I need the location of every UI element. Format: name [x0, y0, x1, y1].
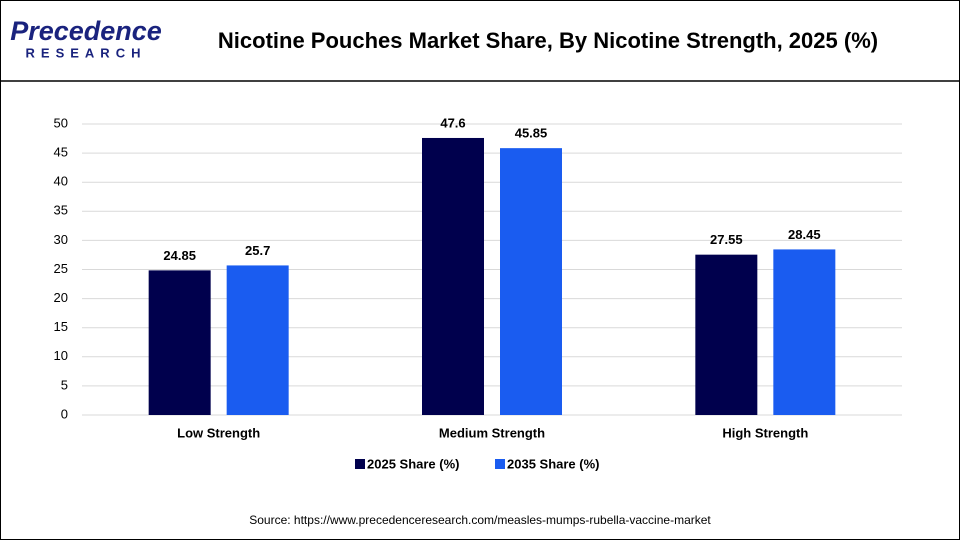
bar [226, 265, 289, 415]
y-tick-label: 40 [54, 174, 68, 189]
data-label: 25.7 [245, 243, 270, 258]
bar [500, 148, 562, 415]
y-tick-label: 10 [54, 348, 68, 363]
y-tick-label: 50 [54, 115, 68, 130]
y-tick-label: 20 [54, 290, 68, 305]
source: Source: https://www.precedenceresearch.c… [249, 513, 711, 527]
x-tick-label: High Strength [722, 425, 808, 440]
y-tick-label: 0 [61, 406, 68, 421]
data-label: 24.85 [163, 248, 196, 263]
chart-title: Nicotine Pouches Market Share, By Nicoti… [218, 28, 878, 53]
bar [422, 137, 484, 415]
legend-label: 2035 Share (%) [507, 456, 600, 471]
logo-sub: RESEARCH [26, 45, 147, 60]
data-label: 28.45 [788, 227, 821, 242]
data-label: 47.6 [440, 115, 465, 130]
x-tick-label: Medium Strength [439, 425, 545, 440]
bar [695, 254, 758, 415]
data-label: 45.85 [515, 126, 548, 141]
y-tick-label: 5 [61, 377, 68, 392]
legend-swatch [355, 459, 365, 469]
data-label: 27.55 [710, 232, 743, 247]
x-tick-label: Low Strength [177, 425, 260, 440]
y-tick-label: 45 [54, 145, 68, 160]
y-tick-label: 25 [54, 261, 68, 276]
y-tick-label: 30 [54, 232, 68, 247]
bar [148, 270, 211, 415]
y-tick-label: 15 [54, 319, 68, 334]
y-tick-label: 35 [54, 203, 68, 218]
legend-swatch [495, 459, 505, 469]
legend-label: 2025 Share (%) [367, 456, 460, 471]
logo-name: Precedence [10, 16, 162, 46]
bar [773, 249, 836, 415]
